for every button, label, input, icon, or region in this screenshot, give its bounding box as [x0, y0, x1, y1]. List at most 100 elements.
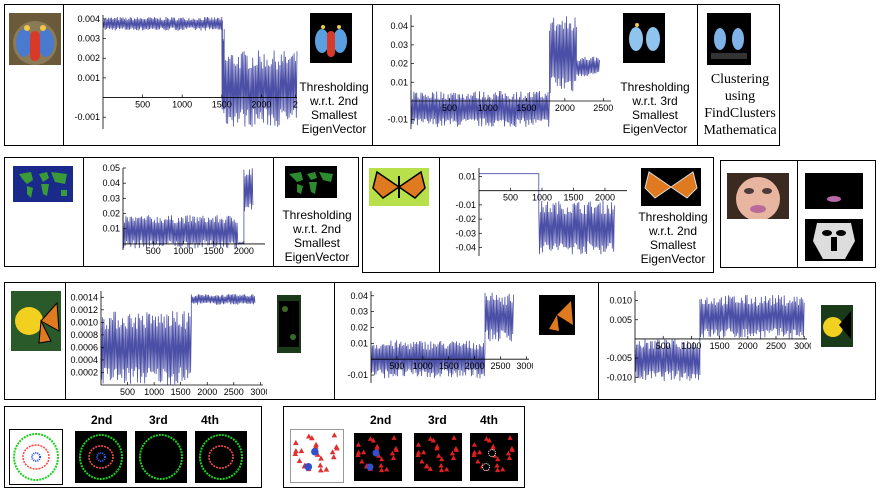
triangle-mark — [494, 462, 500, 468]
label-4th: 4th — [480, 413, 498, 427]
caption-line: Thresholding — [299, 80, 369, 94]
x-tick-label: 2500 — [593, 103, 613, 113]
triangle-mark — [391, 435, 397, 440]
triangle-mark — [505, 450, 512, 456]
flower-result-b — [539, 295, 575, 335]
y-tick-label: -0.02 — [455, 214, 476, 224]
triangle-mark — [449, 450, 456, 456]
x-tick-label: 500 — [442, 103, 457, 113]
caption-line: EigenVector — [622, 122, 688, 136]
triangles-result-3rd — [414, 433, 462, 481]
series-line — [102, 16, 298, 127]
label-4th: 4th — [201, 413, 219, 427]
y-tick-label: 0.005 — [609, 315, 632, 325]
x-tick-label: 1500 — [204, 246, 224, 256]
triangle-mark — [355, 442, 362, 447]
y-tick-label: 0.03 — [350, 307, 368, 317]
chart-mandrill-3rd: 500 1000 1500 2000 2500 0.04 0.03 0.02 0.01 -0.01 — [387, 15, 613, 129]
label-2nd: 2nd — [370, 413, 392, 427]
mandrill-thresholded-icon — [310, 13, 352, 63]
butterfly-result-2nd — [641, 168, 701, 206]
world-thresholded-icon — [285, 166, 337, 198]
x-tick-label: 1500 — [171, 387, 191, 397]
triangle-mark — [427, 436, 434, 441]
y-tick-label: -0.03 — [455, 228, 476, 238]
triangle-mark — [329, 449, 336, 455]
triangle-mark — [450, 455, 457, 460]
circle-mark — [304, 463, 313, 471]
y-tick-label: -0.001 — [74, 112, 100, 122]
y-tick-label: 0.0008 — [70, 330, 98, 340]
triangle-mark — [494, 467, 501, 473]
triangle-mark — [298, 447, 305, 454]
triangle-mark — [419, 458, 425, 464]
rings-result-2nd — [75, 431, 127, 483]
caption-line: Smallest — [631, 108, 678, 122]
rings-input — [9, 429, 63, 485]
triangle-mark — [313, 441, 319, 447]
triangle-mark — [355, 452, 361, 457]
caption-line: Thresholding — [282, 208, 352, 222]
y-tick-label: 0.0004 — [70, 355, 98, 365]
triangle-mark — [438, 467, 445, 473]
triangle-mark — [507, 435, 513, 440]
triangle-mark — [436, 453, 442, 458]
triangles-2nd-icon — [354, 433, 402, 481]
caption-line: Thresholding — [638, 210, 708, 224]
x-tick-label: 1000 — [173, 246, 193, 256]
triangle-mark — [376, 453, 382, 458]
y-tick-label: 0.02 — [102, 209, 120, 219]
triangle-mark — [509, 445, 515, 451]
triangle-mark — [438, 462, 444, 468]
butterfly-photo — [369, 168, 429, 206]
panel-rings: 2nd 3rd 4th — [4, 406, 262, 488]
panel-butterfly: 500 1000 1500 2000 0.01 -0.01 -0.02 -0.03 -0.04 … — [362, 157, 714, 273]
mandrill-result-2nd — [310, 13, 352, 63]
rings-4th-icon — [195, 431, 247, 483]
y-tick-label: -0.01 — [387, 115, 408, 125]
panel-triangles: 2nd 3rd 4th — [283, 406, 525, 488]
triangle-mark — [427, 466, 433, 471]
mandrill-result-3rd — [623, 13, 665, 63]
butterfly-thresholded-icon — [641, 168, 701, 206]
triangle-mark — [444, 466, 450, 472]
x-tick-label: 2000 — [251, 100, 271, 110]
triangle-mark — [424, 463, 430, 469]
world-result-2nd — [285, 166, 337, 198]
y-tick-label: 0.003 — [77, 34, 100, 44]
caption-line: using — [724, 89, 756, 104]
caption-line: Smallest — [649, 238, 696, 252]
triangle-mark — [453, 445, 459, 451]
chart-butterfly-2nd: 500 1000 1500 2000 0.01 -0.01 -0.02 -0.03 -0.04 — [455, 168, 627, 256]
flower-segment-a-icon — [277, 295, 301, 353]
triangles-result-4th — [470, 433, 518, 481]
mandrill-clusters — [707, 13, 751, 65]
triangle-mark — [293, 448, 299, 454]
triangle-mark — [379, 456, 385, 462]
triangle-mark — [415, 449, 422, 455]
x-tick-label: 500 — [389, 361, 404, 371]
x-tick-label: 2000 — [465, 361, 485, 371]
caption-line: Smallest — [293, 236, 340, 250]
x-tick-label: 2500 — [766, 341, 786, 351]
x-tick-label: 1000 — [172, 100, 192, 110]
flower-result-a — [277, 295, 301, 353]
y-tick-label: 0.04 — [102, 178, 120, 188]
x-tick-label: 2 — [293, 100, 298, 110]
triangle-mark — [367, 436, 374, 441]
triangle-mark — [384, 466, 390, 472]
caption-thresh-2nd-mandrill: Thresholding w.r.t. 2nd Smallest EigenVe… — [295, 80, 373, 136]
caption-line: Clustering — [710, 72, 770, 87]
triangle-mark — [475, 458, 481, 464]
triangle-mark — [317, 462, 324, 468]
x-tick-label: 2000 — [555, 103, 575, 113]
triangle-mark — [361, 449, 367, 455]
x-tick-label: 1000 — [681, 341, 701, 351]
x-tick-label: 1000 — [532, 193, 552, 203]
triangle-mark — [390, 455, 397, 460]
triangle-mark — [483, 436, 490, 441]
circle-mark — [488, 449, 496, 457]
y-tick-label: 0.0002 — [70, 367, 98, 377]
